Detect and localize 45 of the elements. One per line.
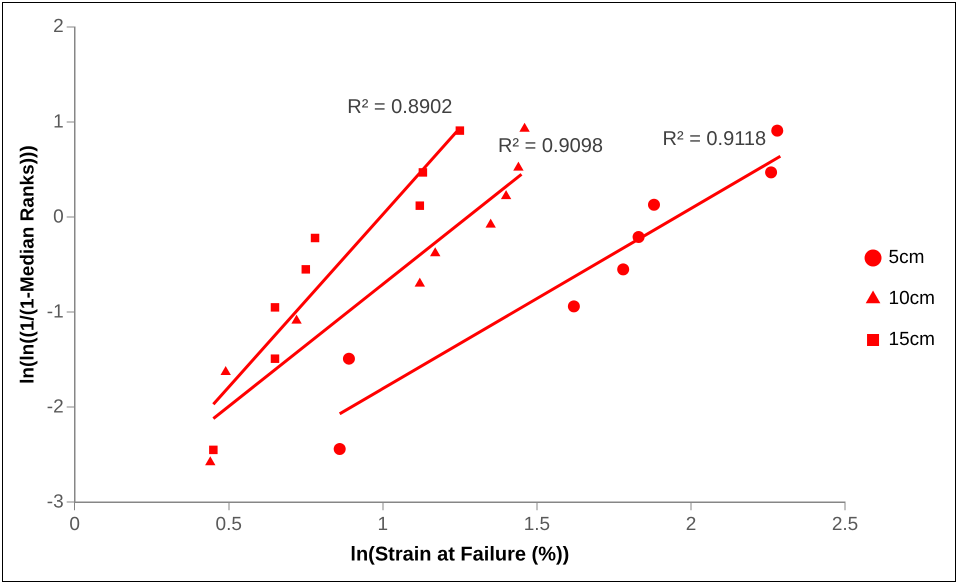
point <box>414 278 426 287</box>
point <box>648 198 660 211</box>
point <box>632 231 645 244</box>
point <box>456 126 464 135</box>
point <box>771 124 784 137</box>
point <box>500 190 512 200</box>
point <box>513 162 524 171</box>
point <box>209 446 218 454</box>
x-axis-title: ln(Strain at Failure (%)) <box>350 544 570 566</box>
point <box>617 263 630 276</box>
annotation: R² = 0.8902 <box>347 96 452 118</box>
y-tick-label: 0 <box>53 206 64 228</box>
x-tick-label: 0 <box>69 514 80 535</box>
x-tick-label: 0.5 <box>216 514 242 535</box>
point <box>430 247 440 256</box>
y-axis-title: ln(ln((1/(1-Median Ranks))) <box>18 145 39 384</box>
y-tick-label: 1 <box>53 111 64 132</box>
point <box>302 265 310 274</box>
legend-label: 15cm <box>888 329 936 350</box>
annotation: R² = 0.9098 <box>498 134 604 157</box>
point <box>342 352 355 365</box>
y-tick-label: 2 <box>53 16 64 38</box>
point <box>519 122 530 132</box>
y-tick-label: -1 <box>46 301 64 322</box>
x-tick-label: 1.5 <box>524 514 550 535</box>
legend-label: 5cm <box>888 247 924 268</box>
annotation: R² = 0.9118 <box>662 128 766 150</box>
point <box>765 166 778 178</box>
point <box>334 442 346 455</box>
point <box>270 303 280 312</box>
point <box>418 168 428 177</box>
point <box>220 366 231 375</box>
x-tick-label: 2.5 <box>832 514 858 535</box>
legend-label: 10cm <box>888 288 936 310</box>
point <box>485 218 496 228</box>
y-tick-label: -3 <box>46 491 64 512</box>
point <box>310 234 320 242</box>
y-tick-label: -2 <box>46 396 64 418</box>
x-tick-label: 1 <box>378 514 388 535</box>
point <box>568 300 580 312</box>
point <box>291 314 302 324</box>
x-tick-label: 2 <box>686 514 696 535</box>
point <box>416 201 424 210</box>
point <box>205 456 216 466</box>
point <box>270 354 280 363</box>
